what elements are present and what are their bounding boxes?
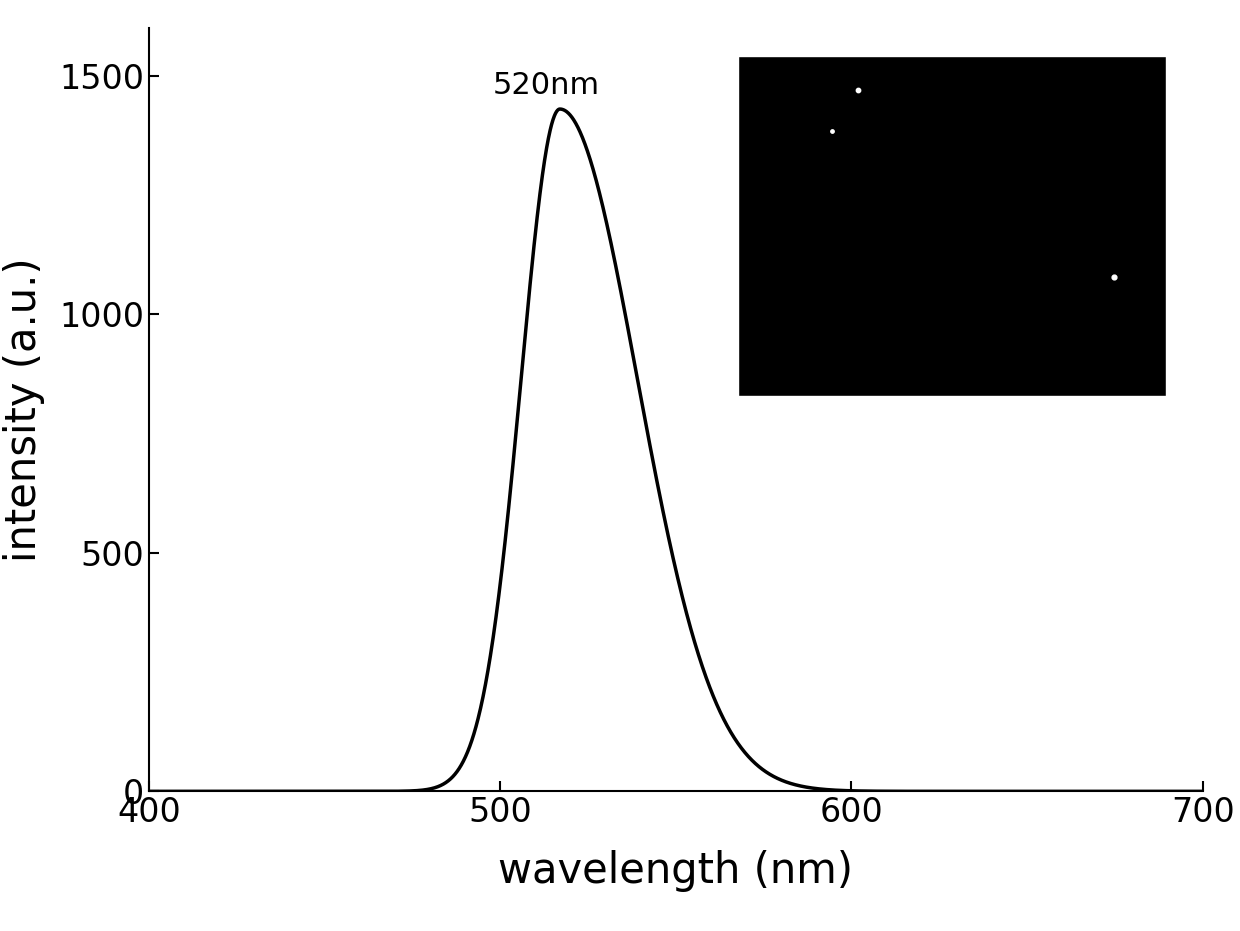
Point <box>848 83 868 98</box>
Text: 520nm: 520nm <box>492 71 599 100</box>
X-axis label: wavelength (nm): wavelength (nm) <box>498 850 853 892</box>
Point <box>822 123 842 138</box>
Y-axis label: intensity (a.u.): intensity (a.u.) <box>2 257 45 562</box>
Point <box>1105 269 1125 284</box>
